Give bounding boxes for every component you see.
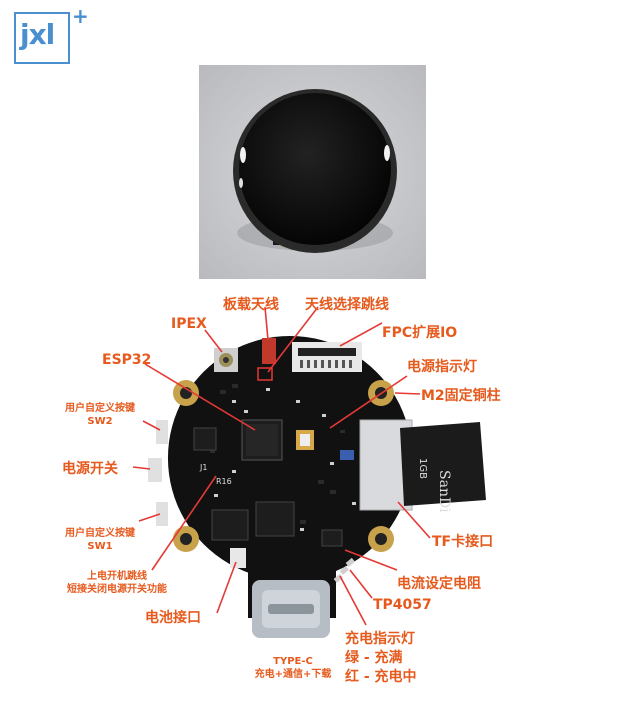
label-red-charging: 红 - 充电中 <box>345 669 417 685</box>
tp4057-chip <box>321 529 343 547</box>
label-ipex: IPEX <box>171 316 207 332</box>
leader-lines <box>132 306 431 626</box>
sd-size-text: 1GB <box>417 458 428 479</box>
label-sw1: SW1 <box>87 541 113 552</box>
silk-r16: R16 <box>216 477 232 486</box>
label-user-key-sw1-line1: 用户自定义按键 <box>65 528 135 539</box>
label-power-jumper-line2: 短接关闭电源开关功能 <box>67 584 167 595</box>
silk-j1: J1 <box>199 463 207 472</box>
label-fpc-io: FPC扩展IO <box>382 325 458 341</box>
label-type-c-desc: 充电+通信+下载 <box>254 669 332 680</box>
label-green-full: 绿 - 充满 <box>345 650 403 666</box>
label-tf-card: TF卡接口 <box>432 534 494 550</box>
label-current-resistor: 电流设定电阻 <box>397 576 481 592</box>
ipex-connector <box>214 348 238 372</box>
tf-card-slot: SanDi 1GB <box>359 419 486 513</box>
onboard-antenna <box>262 338 276 364</box>
antenna-jumper <box>257 367 273 381</box>
label-power-switch: 电源开关 <box>62 461 118 477</box>
power-ic <box>211 509 249 541</box>
label-type-c-title: TYPE-C <box>273 656 313 667</box>
flash-ic <box>255 501 295 537</box>
label-user-key-sw2: 用户自定义按键 SW2 <box>65 402 135 428</box>
label-esp32: ESP32 <box>102 352 152 368</box>
label-user-key-sw2-line1: 用户自定义按键 <box>65 403 135 414</box>
label-charge-led: 充电指示灯 绿 - 充满 红 - 充电中 <box>345 630 417 687</box>
label-charge-led-title: 充电指示灯 <box>345 631 415 647</box>
label-onboard-antenna: 板载天线 <box>223 297 279 313</box>
product-photo <box>199 65 426 279</box>
label-tp4057: TP4057 <box>373 597 432 613</box>
label-user-key-sw1: 用户自定义按键 SW1 <box>65 527 135 553</box>
label-sw2: SW2 <box>87 416 113 427</box>
label-power-jumper-line1: 上电开机跳线 <box>87 571 147 582</box>
label-m2-pillar: M2固定铜柱 <box>421 388 501 404</box>
fpc-connector <box>292 342 362 372</box>
m2-mount-holes <box>173 380 394 552</box>
label-power-jumper: 上电开机跳线 短接关闭电源开关功能 <box>67 570 167 596</box>
label-power-led: 电源指示灯 <box>407 359 477 375</box>
sd-brand-text: SanDi <box>436 470 452 513</box>
logo-plus: + <box>72 4 89 28</box>
board-diagram: SanDi 1GB J1 R16 <box>132 306 486 638</box>
power-led <box>340 450 354 460</box>
round-display-image <box>199 65 426 279</box>
label-type-c: TYPE-C 充电+通信+下载 <box>245 655 341 681</box>
label-battery: 电池接口 <box>145 610 201 626</box>
battery-connector <box>230 548 246 568</box>
logo-text: jxl <box>20 18 55 51</box>
type-c-port <box>252 580 330 638</box>
jxl-logo: jxl + <box>14 4 89 68</box>
label-antenna-jumper: 天线选择跳线 <box>305 297 389 313</box>
side-switches <box>148 420 168 526</box>
logo-frame <box>14 12 70 64</box>
